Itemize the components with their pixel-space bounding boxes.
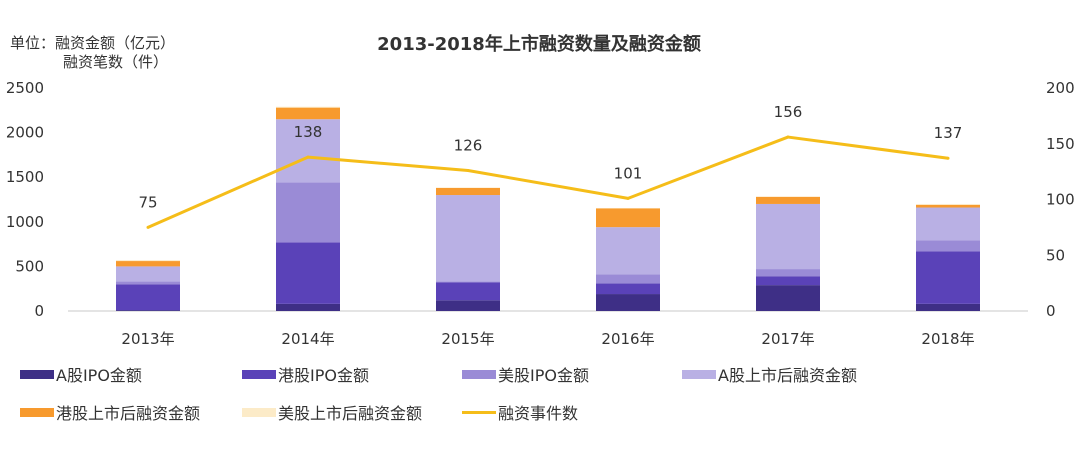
bar-segment	[436, 282, 500, 301]
bar-segment	[916, 203, 980, 205]
bar-segment	[756, 196, 820, 204]
y-left-tick-label: 1500	[6, 168, 44, 186]
line-point	[946, 156, 950, 160]
bar-segment	[436, 281, 500, 283]
legend-swatch	[242, 369, 276, 379]
y-right-tick-label: 50	[1046, 246, 1065, 264]
line-point	[306, 155, 310, 159]
x-tick-label: 2017年	[761, 330, 814, 348]
bar-segment	[756, 276, 820, 286]
bar-segment	[916, 303, 980, 311]
line-data-label: 75	[138, 193, 157, 211]
bar-segment	[756, 285, 820, 311]
bar-segment	[276, 107, 340, 120]
bar-segment	[436, 195, 500, 282]
legend-swatch	[682, 369, 716, 379]
legend-swatch	[462, 369, 496, 379]
bar-segment	[916, 240, 980, 252]
legend-label: A股IPO金额	[56, 366, 142, 385]
legend-label: 港股IPO金额	[278, 366, 369, 385]
legend-item-hk-post: 港股上市后融资金额	[20, 400, 200, 424]
bar-segment	[596, 274, 660, 284]
y-right-tick-label: 0	[1046, 302, 1056, 320]
x-tick-label: 2018年	[921, 330, 974, 348]
y-left-tick-label: 500	[15, 257, 44, 275]
y-left-tick-label: 0	[34, 302, 44, 320]
bar-segment	[916, 204, 980, 208]
legend-label: 港股上市后融资金额	[56, 404, 201, 423]
bar-segment	[756, 269, 820, 277]
legend-item-hk-ipo: 港股IPO金额	[242, 362, 369, 386]
unit-label-line1: 单位：融资金额（亿元）	[10, 34, 176, 52]
bar-segment	[596, 227, 660, 275]
line-data-label: 137	[934, 124, 963, 142]
legend-label: 融资事件数	[498, 404, 579, 423]
legend-line-swatch	[462, 410, 496, 414]
legend-label: 美股上市后融资金额	[278, 404, 423, 423]
bar-segment	[596, 283, 660, 295]
bar-segment	[756, 203, 820, 270]
bar-segment	[116, 260, 180, 262]
y-right-tick-label: 150	[1046, 135, 1075, 153]
bar-segment	[596, 208, 660, 228]
chart-title-text: 2013-2018年上市融资数量及融资金额	[377, 34, 701, 55]
bar-segment	[116, 261, 180, 267]
legend-item-a-post: A股上市后融资金额	[682, 362, 857, 386]
legend-item-us-ipo: 美股IPO金额	[462, 362, 589, 386]
unit-label: 单位：融资金额（亿元） 融资笔数（件）	[10, 34, 175, 72]
bar-segment	[276, 106, 340, 108]
legend-swatch	[242, 407, 276, 417]
chart-title: 2013-2018年上市融资数量及融资金额	[0, 30, 1080, 56]
line-series-events	[147, 135, 949, 229]
unit-label-line2: 融资笔数（件）	[63, 53, 169, 71]
bar-segment	[436, 300, 500, 311]
line-data-label: 101	[614, 164, 643, 182]
bar-segment	[116, 266, 180, 282]
x-tick-label: 2016年	[601, 330, 654, 348]
y-right-tick-label: 100	[1046, 191, 1075, 209]
y-left-tick-label: 2500	[6, 79, 44, 97]
bar-segment	[116, 284, 180, 311]
x-tick-label: 2013年	[121, 330, 174, 348]
legend-label: 美股IPO金额	[498, 366, 589, 385]
bar-segment	[116, 310, 180, 311]
y-right-tick-label: 200	[1046, 79, 1075, 97]
line-point	[466, 169, 470, 173]
bar-segment	[916, 251, 980, 304]
legend-label: A股上市后融资金额	[718, 366, 857, 385]
x-tick-label: 2015年	[441, 330, 494, 348]
bar-segment	[276, 242, 340, 304]
legend-swatch	[20, 369, 54, 379]
legend-item-us-post: 美股上市后融资金额	[242, 400, 422, 424]
legend-item-a-ipo: A股IPO金额	[20, 362, 142, 386]
line-data-label: 126	[454, 137, 483, 155]
x-tick-label: 2014年	[281, 330, 334, 348]
y-left-tick-label: 1000	[6, 213, 44, 231]
line-point	[626, 196, 630, 200]
legend-item-events: 融资事件数	[462, 400, 578, 424]
bar-segment	[436, 187, 500, 196]
bar-segment	[116, 281, 180, 285]
bar-segment	[916, 207, 980, 241]
bar-segment	[596, 294, 660, 311]
bar-segment	[276, 119, 340, 183]
legend-swatch	[20, 407, 54, 417]
line-data-label: 138	[294, 123, 323, 141]
line-data-label: 156	[774, 103, 803, 121]
bar-segment	[276, 303, 340, 311]
y-left-tick-label: 2000	[6, 124, 44, 142]
line-point	[146, 225, 150, 229]
line-point	[786, 135, 790, 139]
bar-segment	[276, 182, 340, 243]
